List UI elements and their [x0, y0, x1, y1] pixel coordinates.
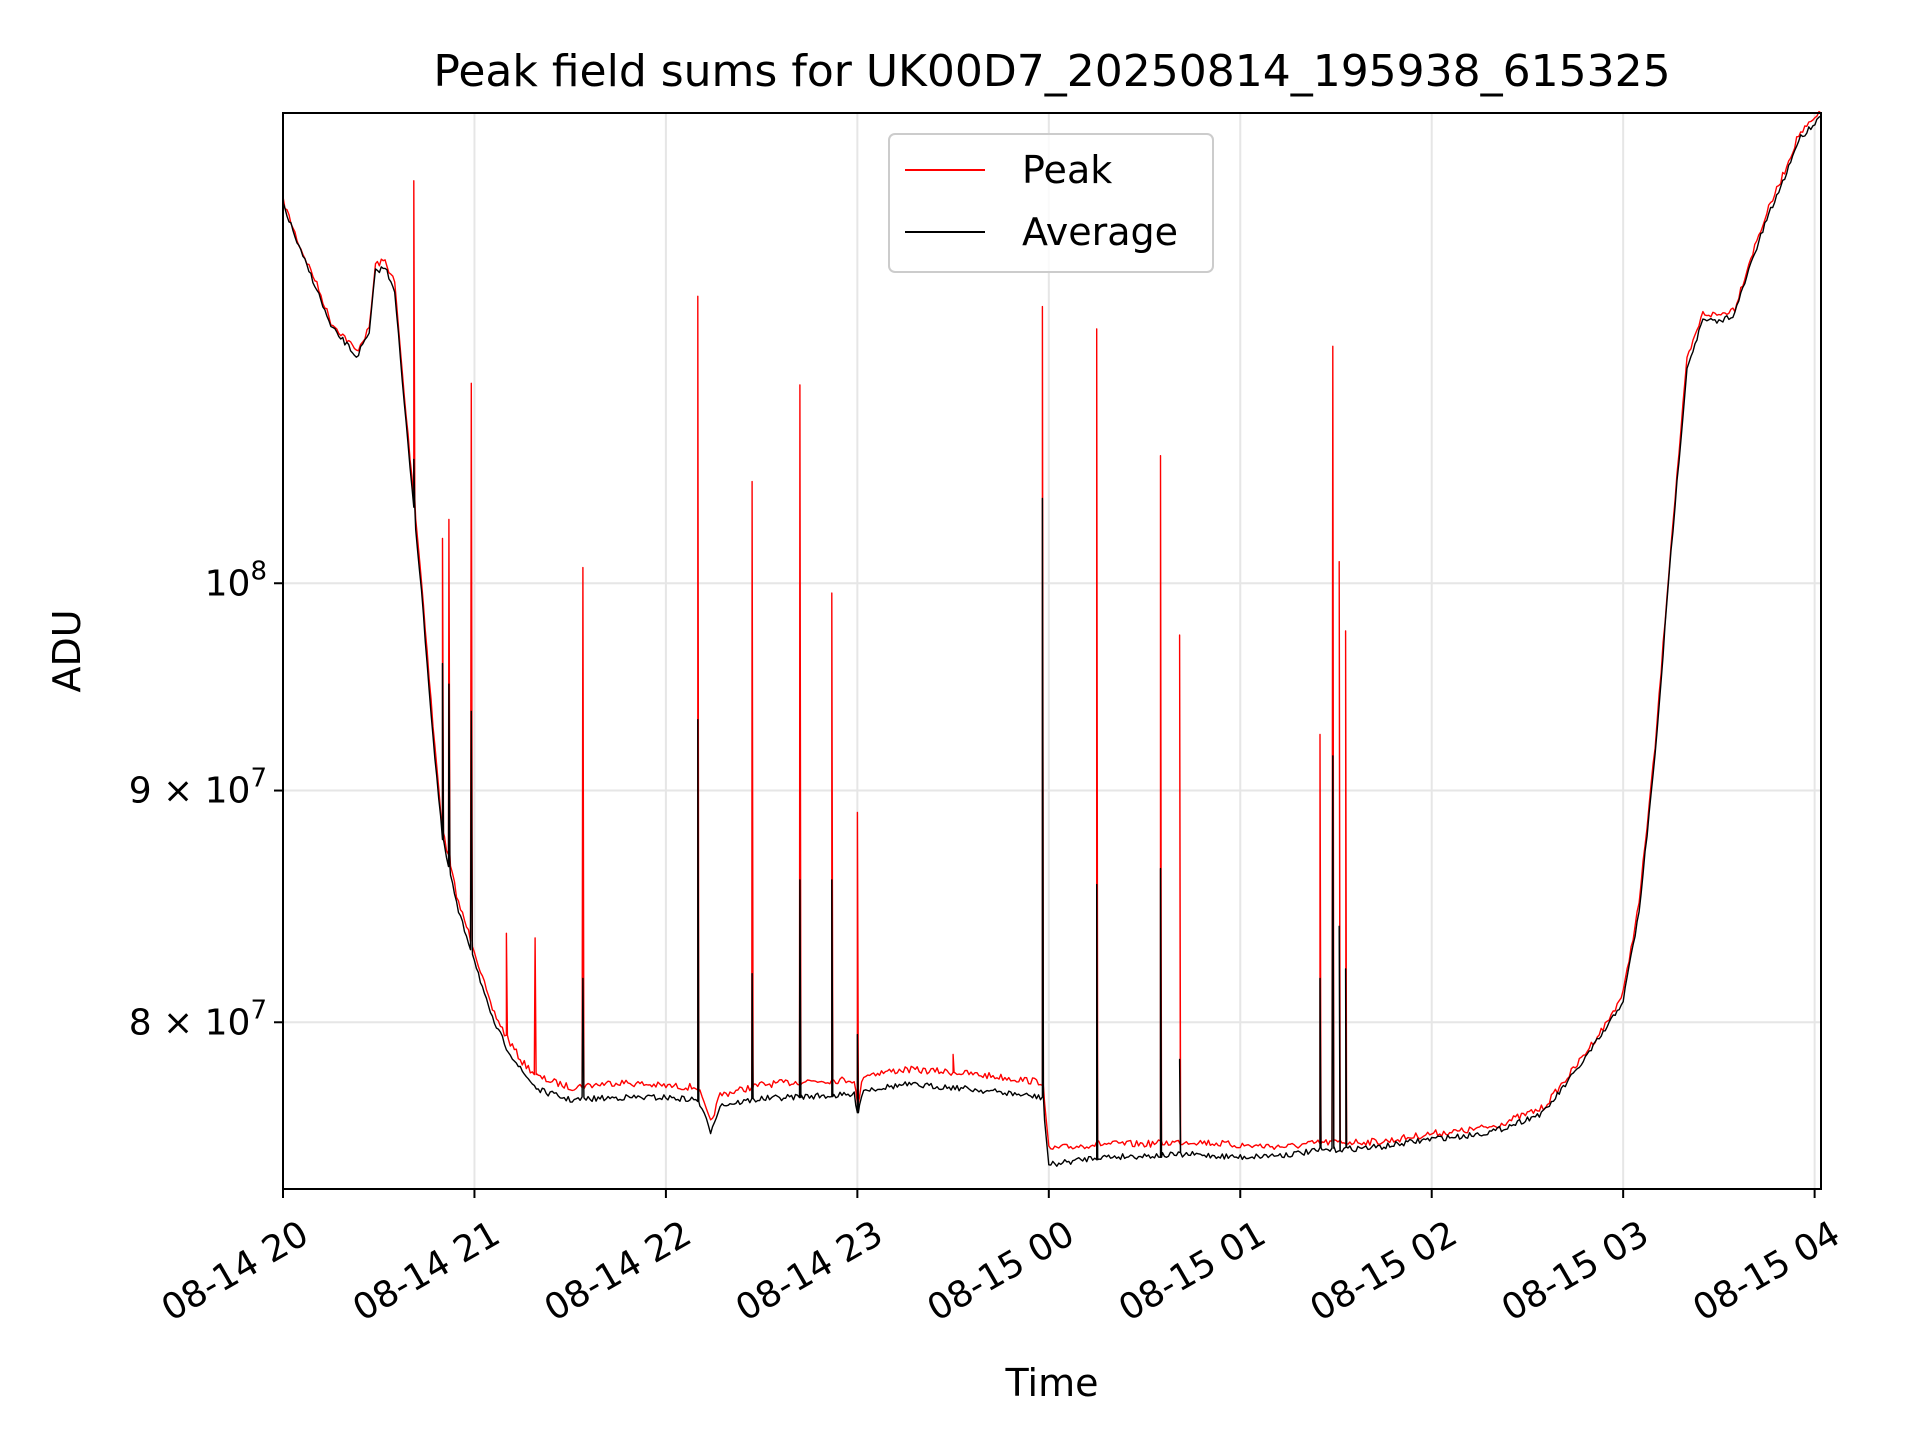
y-tick-label: 108 [205, 556, 267, 604]
legend-label-peak: Peak [1022, 148, 1112, 192]
series-line-peak [282, 110, 1822, 1150]
series-layer [282, 110, 1822, 1167]
y-axis-title: ADU [45, 609, 89, 692]
legend-label-average: Average [1022, 210, 1178, 254]
legend-box [888, 133, 1214, 273]
plot-area-frame [282, 112, 1822, 1190]
legend: Peak Average [888, 133, 1214, 273]
x-axis-title: Time [1005, 1361, 1099, 1405]
y-tick-label: 8 × 107 [129, 995, 267, 1043]
y-tick-label: 9 × 107 [129, 764, 267, 812]
chart-title: Peak field sums for UK00D7_20250814_1959… [433, 46, 1670, 97]
grid-layer [282, 113, 1821, 1189]
series-line-average [282, 115, 1822, 1167]
